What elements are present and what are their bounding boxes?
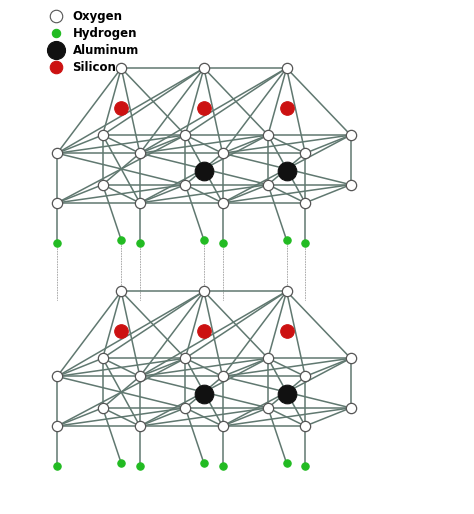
Point xyxy=(200,104,208,112)
Point xyxy=(283,104,291,112)
Point xyxy=(136,372,144,380)
Legend: Oxygen, Hydrogen, Aluminum, Silicon: Oxygen, Hydrogen, Aluminum, Silicon xyxy=(43,9,140,76)
Point xyxy=(200,287,208,296)
Point xyxy=(54,238,61,247)
Point xyxy=(118,236,125,244)
Point xyxy=(283,167,291,175)
Point xyxy=(301,238,309,247)
Point xyxy=(200,167,208,175)
Point xyxy=(99,404,107,412)
Point xyxy=(99,131,107,139)
Point xyxy=(182,354,189,362)
Point xyxy=(118,459,125,467)
Point xyxy=(347,180,355,189)
Point xyxy=(182,180,189,189)
Point xyxy=(118,104,125,112)
Point xyxy=(219,149,226,157)
Point xyxy=(118,327,125,335)
Point xyxy=(283,459,291,467)
Point xyxy=(54,422,61,430)
Point xyxy=(301,199,309,207)
Point xyxy=(200,327,208,335)
Point xyxy=(283,287,291,296)
Point xyxy=(136,422,144,430)
Point xyxy=(99,354,107,362)
Point xyxy=(301,422,309,430)
Point xyxy=(136,199,144,207)
Point xyxy=(54,462,61,470)
Point xyxy=(200,459,208,467)
Point xyxy=(219,372,226,380)
Point xyxy=(136,238,144,247)
Point xyxy=(118,64,125,72)
Point xyxy=(264,131,272,139)
Point xyxy=(301,149,309,157)
Point xyxy=(219,462,226,470)
Point xyxy=(118,287,125,296)
Point xyxy=(347,404,355,412)
Point xyxy=(54,149,61,157)
Point xyxy=(182,131,189,139)
Point xyxy=(264,404,272,412)
Point xyxy=(200,64,208,72)
Point xyxy=(301,462,309,470)
Point xyxy=(200,236,208,244)
Point xyxy=(283,236,291,244)
Point xyxy=(54,372,61,380)
Point xyxy=(99,180,107,189)
Point xyxy=(264,180,272,189)
Point xyxy=(283,327,291,335)
Point xyxy=(54,199,61,207)
Point xyxy=(301,372,309,380)
Point xyxy=(136,462,144,470)
Point xyxy=(136,149,144,157)
Point xyxy=(283,390,291,398)
Point xyxy=(347,354,355,362)
Point xyxy=(347,131,355,139)
Point xyxy=(219,422,226,430)
Point xyxy=(200,390,208,398)
Point xyxy=(182,404,189,412)
Point xyxy=(283,64,291,72)
Point xyxy=(264,354,272,362)
Point xyxy=(219,238,226,247)
Point xyxy=(219,199,226,207)
